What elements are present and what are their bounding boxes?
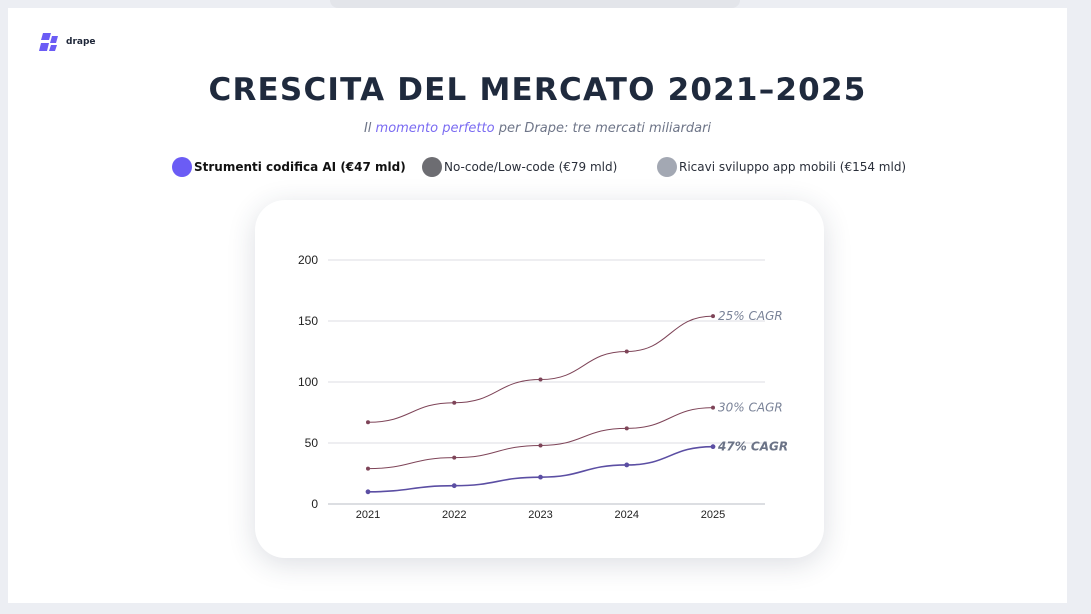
- series-point-0-2: [538, 474, 543, 480]
- legend-dot-ai: [172, 157, 192, 177]
- brand-logo: drape: [39, 32, 96, 52]
- top-shadow: [330, 0, 740, 8]
- y-tick-label: 0: [311, 497, 318, 511]
- series-point-0-3: [624, 462, 630, 468]
- series-point-2-0: [366, 420, 370, 425]
- y-tick-label: 200: [298, 253, 318, 267]
- x-tick-label: 2023: [528, 509, 552, 521]
- y-tick-label: 100: [298, 375, 318, 389]
- cagr-annotation: 25% CAGR: [718, 309, 783, 323]
- series-point-1-3: [624, 426, 629, 431]
- legend-dot-mobile: [657, 157, 677, 177]
- series-point-0-0: [365, 489, 371, 495]
- cagr-annotation: 47% CAGR: [717, 440, 788, 454]
- subtitle-suffix: per Drape: tre mercati miliardari: [494, 121, 712, 136]
- legend-item-mobile[interactable]: Ricavi sviluppo app mobili (€154 mld): [657, 157, 906, 177]
- series-line-2: [367, 315, 714, 423]
- legend-item-nocode[interactable]: No-code/Low-code (€79 mld): [422, 157, 617, 177]
- x-tick-label: 2022: [442, 509, 466, 521]
- series-point-1-4: [711, 405, 715, 410]
- cagr-annotation: 30% CAGR: [718, 401, 783, 415]
- chart-legend: Strumenti codifica AI (€47 mld) No-code/…: [8, 157, 1067, 179]
- chart-card: 0 50 100 150 200 2021 2022 2023 2024 2025 25% CAGR…: [255, 200, 824, 558]
- legend-label-mobile: Ricavi sviluppo app mobili (€154 mld): [679, 160, 907, 174]
- series-point-1-2: [538, 443, 543, 448]
- series-line-0: [367, 445, 714, 493]
- series-point-0-1: [451, 483, 457, 489]
- page-title: CRESCITA DEL MERCATO 2021–2025: [208, 72, 867, 108]
- legend-label-nocode: No-code/Low-code (€79 mld): [444, 160, 618, 174]
- series-point-0-4: [710, 444, 716, 450]
- series-point-1-1: [452, 455, 457, 460]
- subtitle-highlight: momento perfetto: [375, 121, 495, 136]
- legend-dot-nocode: [422, 157, 442, 177]
- page-subtitle: Il momento perfetto per Drape: tre merca…: [8, 121, 1067, 136]
- series-point-1-0: [366, 466, 370, 471]
- x-tick-label: 2021: [356, 509, 380, 521]
- series-point-2-1: [452, 400, 457, 405]
- slide: drape CRESCITA DEL MERCATO 2021–2025 Il …: [8, 8, 1067, 603]
- legend-item-ai[interactable]: Strumenti codifica AI (€47 mld): [172, 157, 406, 177]
- drape-logo-icon: [39, 33, 58, 51]
- legend-label-ai: Strumenti codifica AI (€47 mld): [194, 160, 406, 174]
- series-point-2-4: [711, 314, 715, 319]
- line-chart: 0 50 100 150 200 2021 2022 2023 2024 2025 25% CAGR…: [298, 253, 788, 521]
- series-point-2-2: [538, 377, 543, 382]
- y-tick-label: 50: [305, 436, 319, 450]
- subtitle-prefix: Il: [363, 121, 376, 136]
- y-tick-label: 150: [298, 314, 318, 328]
- x-tick-label: 2024: [615, 509, 639, 521]
- x-tick-label: 2025: [701, 509, 725, 521]
- brand-name: drape: [66, 37, 96, 47]
- series-point-2-3: [624, 349, 629, 354]
